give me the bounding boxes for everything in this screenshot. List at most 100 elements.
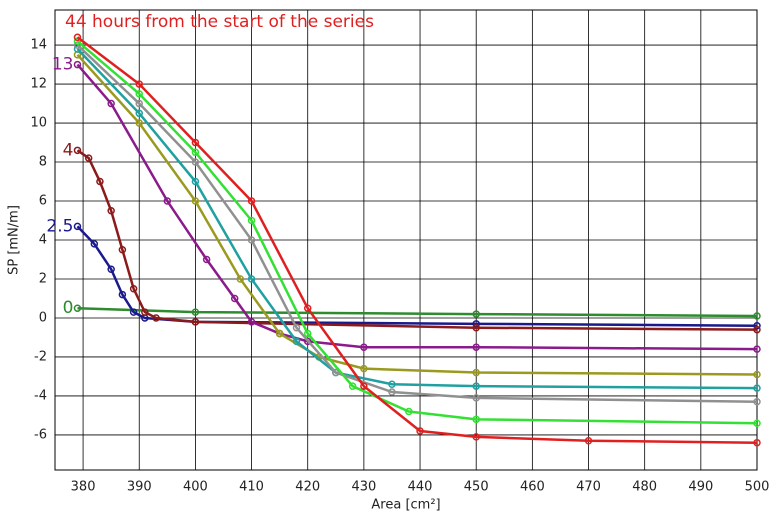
series-label: 4 <box>63 140 74 160</box>
data-point <box>135 119 143 127</box>
data-point <box>191 138 200 147</box>
data-point <box>472 394 480 402</box>
data-point <box>247 197 256 205</box>
data-point <box>191 148 200 157</box>
data-point <box>73 222 82 231</box>
data-point <box>416 427 424 435</box>
data-point <box>135 80 143 88</box>
data-point <box>360 343 368 351</box>
y-tick-label: -6 <box>34 427 47 442</box>
data-point <box>230 294 239 303</box>
y-tick-label: 6 <box>39 194 47 209</box>
x-tick-label: 460 <box>520 480 545 495</box>
y-tick-label: -2 <box>34 349 47 364</box>
data-point <box>348 382 357 390</box>
y-tick-label: 4 <box>39 233 47 248</box>
series-line <box>76 40 758 425</box>
data-point <box>152 314 160 322</box>
data-point <box>135 99 143 108</box>
series-label: 2.5 <box>46 216 73 236</box>
data-point <box>141 308 149 316</box>
data-point <box>191 197 200 205</box>
data-point <box>236 275 245 283</box>
y-tick-label: 10 <box>30 116 47 131</box>
data-point <box>753 384 761 392</box>
data-point <box>292 323 301 332</box>
data-point <box>96 177 104 186</box>
data-point <box>472 368 480 377</box>
y-tick-label: 12 <box>30 77 47 92</box>
x-tick-label: 500 <box>745 480 770 495</box>
data-point <box>247 236 256 244</box>
data-point <box>73 60 82 69</box>
x-tick-label: 430 <box>351 480 376 495</box>
data-point <box>303 329 312 338</box>
data-point <box>753 438 761 447</box>
series-line <box>76 44 758 404</box>
data-point <box>303 337 312 346</box>
data-point <box>472 343 480 351</box>
data-point <box>753 398 761 406</box>
data-point <box>753 419 761 427</box>
x-tick-label: 490 <box>688 480 713 495</box>
x-tick-label: 390 <box>127 480 152 495</box>
x-tick-label: 380 <box>71 480 96 495</box>
data-point <box>247 216 256 225</box>
x-tick-label: 420 <box>295 480 320 495</box>
series-line <box>76 63 758 351</box>
data-point <box>753 312 761 320</box>
y-tick-label: -4 <box>34 388 47 403</box>
data-point <box>191 318 200 326</box>
y-tick-label: 8 <box>39 155 47 170</box>
data-point <box>753 370 761 379</box>
data-point <box>472 415 480 424</box>
data-point <box>405 407 413 416</box>
y-tick-label: 14 <box>30 38 47 53</box>
series-line <box>76 225 758 328</box>
data-point <box>332 368 340 377</box>
data-point <box>472 382 480 390</box>
data-point <box>191 308 200 316</box>
data-point <box>584 437 593 445</box>
data-point <box>247 275 256 283</box>
data-point <box>247 318 256 326</box>
data-point <box>73 33 82 42</box>
data-point <box>275 329 284 338</box>
y-tick-label: 2 <box>39 271 47 286</box>
series-line <box>77 306 758 318</box>
x-tick-label: 410 <box>239 480 264 495</box>
data-point <box>191 177 200 186</box>
data-point <box>388 380 396 388</box>
data-point <box>360 382 368 390</box>
data-point <box>107 265 115 273</box>
series-line <box>76 36 758 444</box>
data-point <box>135 90 143 98</box>
data-point <box>107 207 115 215</box>
data-point <box>472 433 480 441</box>
data-point <box>303 304 312 312</box>
series-line <box>76 149 758 331</box>
data-point <box>84 154 93 162</box>
data-point <box>753 325 761 334</box>
data-point <box>129 284 138 293</box>
data-point <box>135 109 143 118</box>
x-tick-label: 450 <box>464 480 489 495</box>
series-label: 0 <box>63 298 74 318</box>
x-tick-label: 480 <box>632 480 657 495</box>
data-point <box>73 146 82 155</box>
data-point <box>292 337 301 346</box>
data-point <box>118 245 127 254</box>
data-point <box>118 290 127 299</box>
x-axis-label: Area [cm²] <box>371 498 440 513</box>
data-point <box>472 323 480 332</box>
data-point <box>388 388 396 396</box>
data-point <box>107 99 115 108</box>
x-tick-label: 400 <box>183 480 208 495</box>
data-point <box>73 304 82 312</box>
series-line <box>76 48 758 390</box>
data-point <box>472 310 480 318</box>
y-tick-label: 0 <box>39 310 47 325</box>
y-axis-label: SP [mN/m] <box>7 205 22 275</box>
data-point <box>129 308 138 316</box>
